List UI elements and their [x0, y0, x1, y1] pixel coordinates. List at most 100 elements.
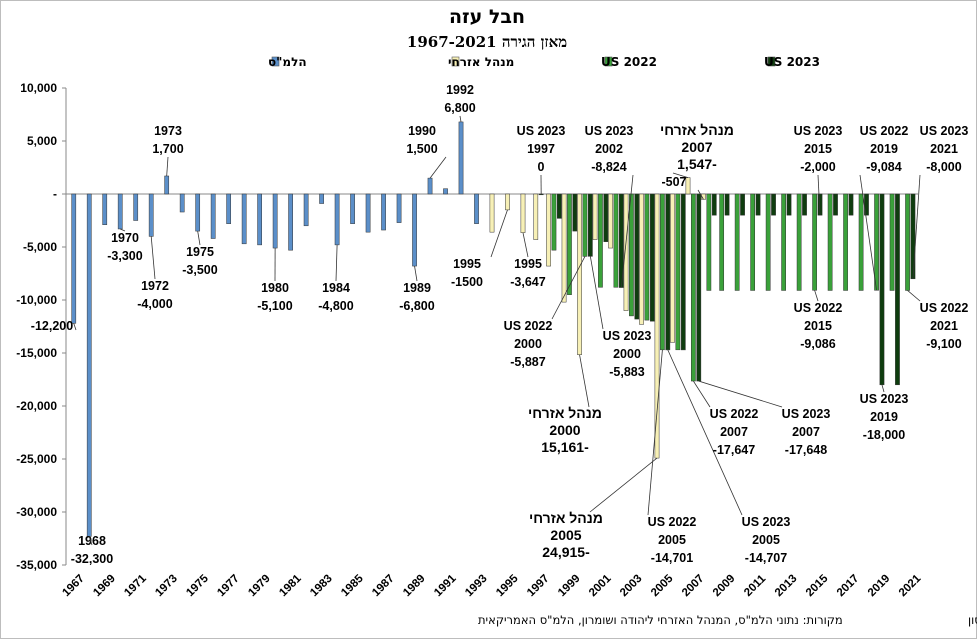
- annotation-line: 2015: [804, 319, 832, 333]
- bar-2005-s2: [660, 193, 665, 351]
- bar-1971-s0: [133, 193, 139, 221]
- annotation-2007: US 2023 2007 -17,648: [698, 380, 831, 457]
- bar-2000-s2: [582, 193, 588, 257]
- y-tick-label: -20,000: [16, 399, 57, 413]
- annotation-line: US 2023: [742, 515, 791, 529]
- bar-2011-s3: [755, 193, 761, 216]
- bar-1999-s2: [567, 193, 572, 295]
- annotation-2015: US 2022 2015 -9,086: [794, 290, 842, 351]
- annotation-2019: US 2023 2019 -18,000: [860, 384, 908, 442]
- annotation-line: -507: [661, 175, 686, 189]
- annotation-line: -9,084: [866, 160, 901, 174]
- x-tick-label: 1981: [277, 572, 304, 599]
- annotation-line: 1995: [453, 257, 481, 271]
- legend-swatch: [271, 56, 280, 67]
- bar-1990-s0: [427, 177, 433, 195]
- x-tick-label: 1985: [339, 572, 366, 599]
- annotation-line: -5,100: [257, 299, 292, 313]
- annotation-leader: [414, 266, 418, 282]
- annotation-line: US 2023: [782, 407, 831, 421]
- bar-2013-s3: [786, 193, 792, 216]
- bar-1997-s1: [533, 193, 539, 240]
- bar-2015-s2: [812, 193, 817, 291]
- bar-2008-s3: [711, 193, 717, 216]
- annotation-2007: US 2022 2007 -17,647: [693, 380, 758, 457]
- legend-swatch: [767, 56, 776, 67]
- annotation-1996: 1995 -3,647: [510, 232, 546, 289]
- annotation-line: -14,701: [651, 551, 693, 565]
- bar-2011-s2: [750, 193, 755, 291]
- annotation-1980: 1980 -5,100: [257, 248, 293, 313]
- annotation-line: US 2022: [860, 124, 909, 138]
- x-tick-label: 2001: [587, 572, 614, 599]
- bar-1972-s0: [148, 193, 154, 237]
- legend-label: מנהל אזרחי: [448, 55, 514, 69]
- annotation-line: US 2023: [920, 124, 969, 138]
- bar-1991-s0: [443, 188, 448, 195]
- annotation-line: -4,800: [318, 299, 353, 313]
- bar-1983-s0: [319, 193, 324, 204]
- x-tick-label: 1971: [122, 572, 149, 599]
- annotation-line: -5,883: [609, 365, 644, 379]
- annotation-leader: [672, 172, 689, 178]
- annotation-line: -8,000: [926, 160, 961, 174]
- chart-subtitle: מאזן הגירה 1967-2021: [407, 33, 567, 51]
- bar-2003-s1: [623, 193, 629, 311]
- bar-2009-s3: [724, 193, 730, 216]
- annotation-leader: [881, 384, 885, 393]
- annotation-line: US 2023: [603, 329, 652, 343]
- bar-2020-s3: [895, 193, 900, 386]
- x-tick-label: 1979: [246, 573, 273, 600]
- bar-2019-s3: [879, 193, 885, 386]
- annotation-line: US 2022: [504, 319, 553, 333]
- x-tick-label: 2015: [804, 572, 831, 599]
- annotation-line: 1980: [261, 281, 289, 295]
- x-tick-label: 1987: [370, 573, 397, 600]
- annotation-line: -17,647: [713, 443, 755, 457]
- x-tick-label: 1983: [308, 573, 335, 600]
- annotation-leader: [551, 256, 586, 320]
- bar-1989-s0: [412, 193, 417, 267]
- annotation-leader: [698, 380, 783, 408]
- x-tick-label: 2013: [773, 573, 800, 600]
- annotation-line: -9,086: [800, 337, 835, 351]
- chart-title: חבל עזה: [449, 6, 525, 28]
- x-axis: 1967 1969 1971 1973 1975 1977 1979 1981 1983 1985…: [60, 572, 924, 599]
- bar-2009-s2: [719, 193, 725, 291]
- annotation-line: -3,500: [182, 263, 217, 277]
- annotation-line: US 2023: [517, 124, 566, 138]
- legend-label: הלמ"ס: [268, 55, 307, 69]
- bar-1992-s0: [458, 121, 464, 195]
- annotation-leader: [490, 209, 508, 258]
- annotation-1972: 1972 -4,000: [137, 236, 173, 311]
- bar-1999-s1: [561, 193, 567, 303]
- annotation-line: 2005: [550, 527, 581, 543]
- x-tick-label: 2003: [618, 573, 645, 600]
- x-tick-label: 1991: [432, 572, 459, 599]
- annotation-2002: US 2023 2002 -8,824: [585, 124, 634, 288]
- bar-1998-s1: [546, 193, 551, 267]
- bar-1970-s0: [117, 193, 123, 230]
- bar-2018-s2: [858, 193, 864, 291]
- bar-1974-s0: [179, 193, 185, 213]
- x-tick-label: 2009: [711, 573, 738, 600]
- bar-1986-s0: [365, 193, 371, 233]
- x-tick-label: 1989: [401, 573, 428, 600]
- annotation-2015: US 2023 2015 -2,000: [794, 124, 842, 216]
- annotation-leader: [166, 156, 169, 177]
- annotation-1990: 1990 1,500: [406, 124, 447, 179]
- annotation-line: 2000: [549, 422, 580, 438]
- annotation-2005: US 2023 2005 -14,707: [667, 349, 791, 565]
- annotation-leader: [429, 156, 447, 179]
- annotation-line: 1975: [186, 245, 214, 259]
- annotation-leader: [907, 290, 921, 302]
- x-tick-label: 2019: [866, 573, 893, 600]
- annotation-line: 1968: [78, 534, 106, 548]
- bar-1994-s1: [489, 193, 495, 233]
- bar-1976-s0: [210, 193, 216, 239]
- annotation-line: 1989: [403, 281, 431, 295]
- annotation-line: 2007: [792, 425, 820, 439]
- bars: [71, 121, 916, 537]
- bar-2002-s2: [613, 193, 619, 288]
